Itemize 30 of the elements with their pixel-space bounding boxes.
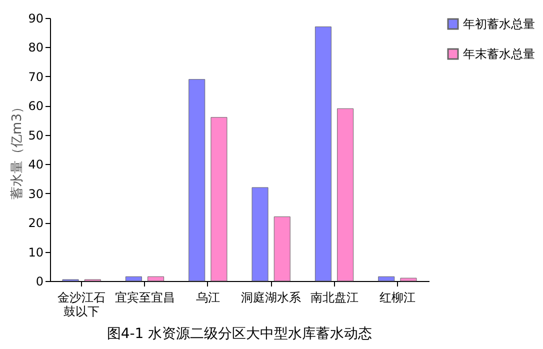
bar [125, 276, 142, 282]
bar [314, 26, 332, 282]
y-tick-label: 10 [28, 245, 44, 260]
x-tick-label: 红柳江 [379, 290, 416, 304]
x-tick-label: 洞庭湖水系 [241, 290, 302, 304]
bar [274, 216, 290, 282]
bar [378, 276, 395, 282]
y-tick-label: 30 [28, 186, 44, 201]
x-tick-label: 宜宾至宜昌 [114, 290, 175, 304]
bar [148, 276, 164, 282]
x-tick-label: 乌江 [196, 290, 220, 304]
legend-label: 年初蓄水总量 [463, 17, 535, 31]
bar [188, 79, 206, 282]
x-tick-label: 金沙江石鼓以下 [58, 290, 106, 318]
y-tick-label: 60 [28, 99, 44, 114]
bar [400, 278, 417, 282]
y-tick-label: 90 [28, 12, 44, 26]
y-tick-label: 80 [28, 40, 44, 55]
bar [252, 187, 268, 282]
text: 图4-1 水资源二级分区大中型水库蓄水动态 [106, 326, 372, 342]
legend-label: 年末蓄水总量 [463, 47, 535, 61]
x-tick-label: 南北盘江 [310, 290, 358, 304]
y-tick-label: 0 [36, 274, 44, 288]
y-tick-label: 70 [28, 70, 44, 84]
bar [210, 117, 228, 282]
y-tick-label: 20 [28, 216, 44, 230]
bar [337, 108, 354, 282]
y-tick-label: 50 [28, 128, 44, 142]
y-tick-label: 40 [28, 158, 44, 172]
y-axis-title: 蓄水量（亿m3） [10, 100, 26, 200]
